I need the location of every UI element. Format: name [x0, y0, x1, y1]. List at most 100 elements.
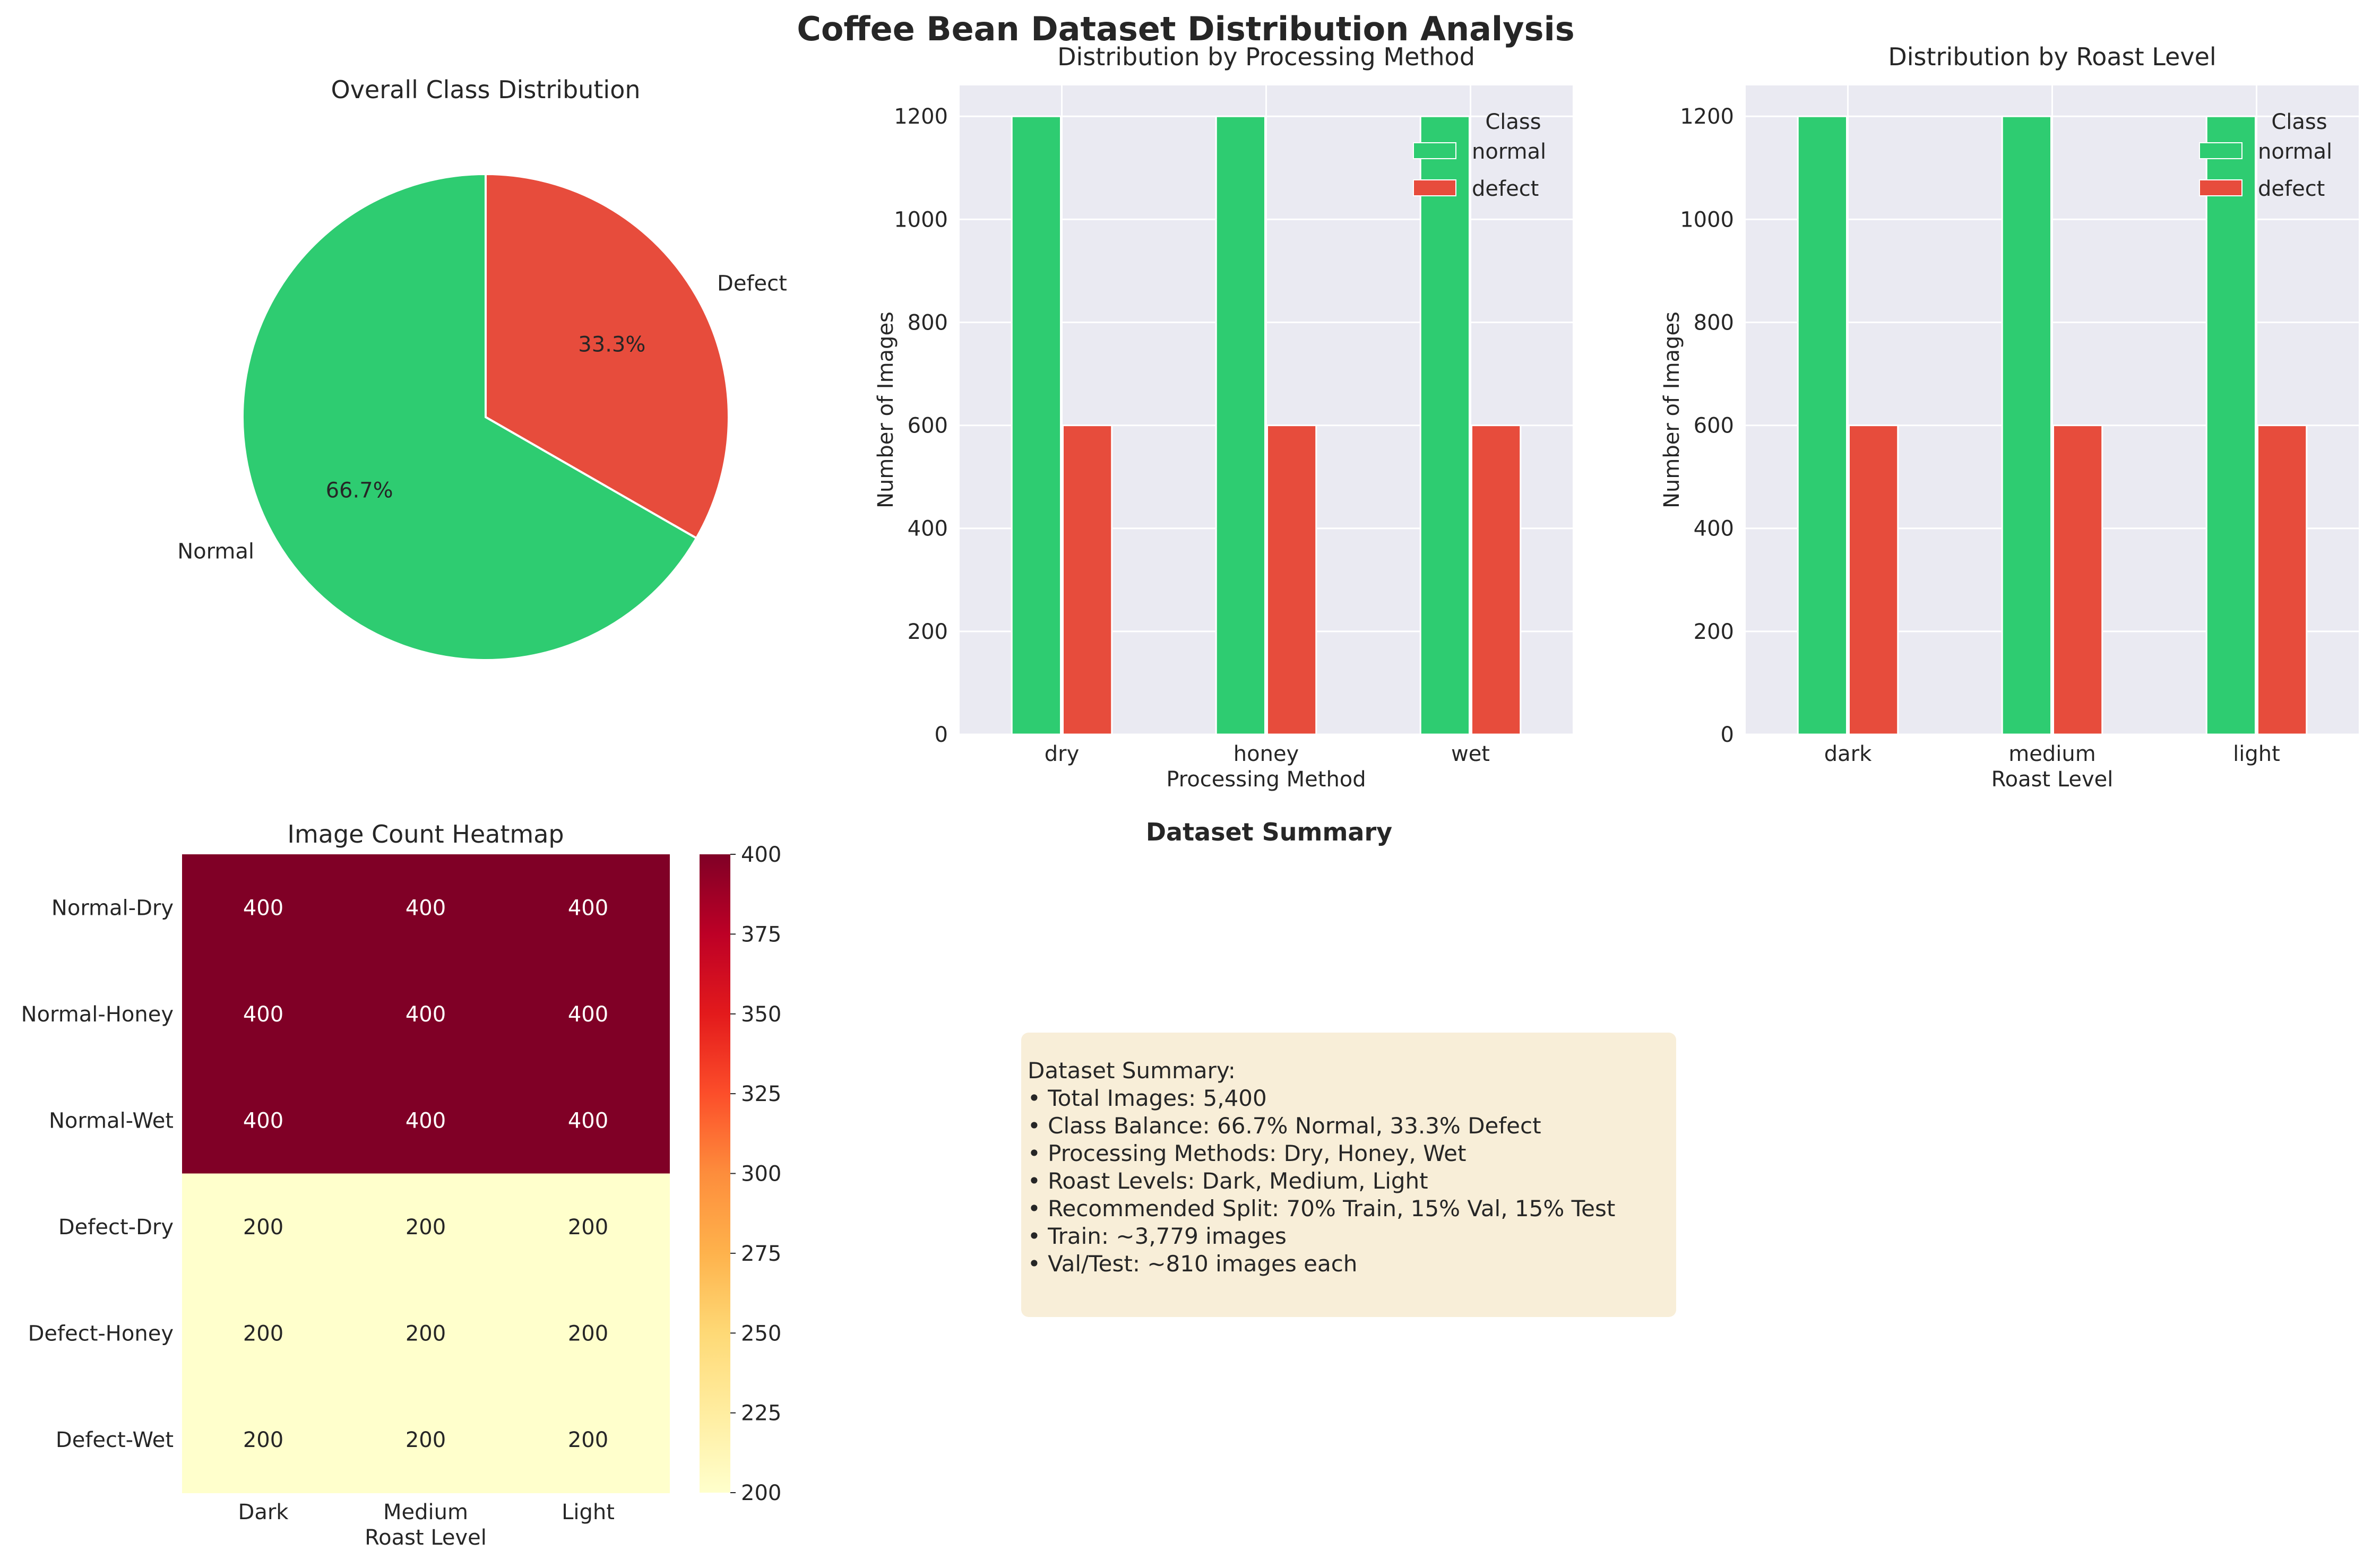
- legend-swatch-normal: [1413, 142, 1456, 159]
- legend-label-defect: defect: [1472, 177, 1539, 201]
- heatmap-row-label: Normal-Dry: [51, 896, 174, 920]
- pie-pct-normal: 66.7%: [326, 479, 393, 503]
- legend-swatch-defect: [2199, 179, 2242, 196]
- pie-label-defect: Defect: [717, 272, 787, 296]
- y-tick-label: 1000: [1680, 207, 1734, 232]
- pie-title: Overall Class Distribution: [331, 75, 640, 104]
- summary-line: • Val/Test: ~810 images each: [1028, 1251, 1358, 1277]
- summary-line: • Total Images: 5,400: [1028, 1085, 1267, 1111]
- bar-normal-light: [2205, 115, 2256, 735]
- heatmap-cell: [344, 1067, 507, 1174]
- heatmap-cell-value: 200: [243, 1428, 283, 1452]
- heatmap-cell: [344, 1386, 507, 1493]
- heatmap-cell-value: 200: [568, 1321, 608, 1346]
- heatmap-cell: [344, 1280, 507, 1387]
- y-tick-label: 600: [1694, 414, 1734, 438]
- colorbar-tick-label: 300: [741, 1162, 781, 1186]
- bar-normal-honey: [1215, 115, 1266, 735]
- heatmap-cell-value: 400: [243, 1002, 283, 1027]
- roast-level-bar-chart: 0 200 400 600 800 1000 1200 dark medium light Roas…: [1660, 42, 2359, 792]
- bar-defect-dry: [1062, 425, 1113, 735]
- heatmap-cell-value: 200: [406, 1428, 446, 1452]
- legend-swatch-defect: [1413, 179, 1456, 196]
- heatmap-cell-value: 200: [568, 1215, 608, 1240]
- heatmap-cell: [507, 854, 670, 961]
- bar-normal-wet: [1419, 115, 1470, 735]
- heatmap-cell: [182, 1386, 345, 1493]
- bar-defect-wet: [1471, 425, 1522, 735]
- x-tick-label: light: [2233, 742, 2280, 766]
- heatmap-cell-value: 400: [568, 1002, 608, 1027]
- heatmap-cell: [182, 854, 345, 961]
- heatmap-cell-value: 400: [568, 896, 608, 920]
- colorbar-tick-label: 225: [741, 1401, 781, 1426]
- legend-label-normal: normal: [1472, 140, 1546, 164]
- pie-chart-panel: Overall Class Distribution Normal 66.7% Def…: [177, 75, 787, 661]
- heatmap-cell: [182, 1173, 345, 1280]
- heatmap-cell-value: 200: [243, 1321, 283, 1346]
- colorbar-tick-label: 250: [741, 1321, 781, 1346]
- bar-defect-light: [2257, 425, 2308, 735]
- colorbar-tick-label: 350: [741, 1002, 781, 1027]
- heatmap-panel: Image Count Heatmap 400 400 400 Normal-Dry 40…: [21, 820, 782, 1550]
- y-tick-label: 400: [1694, 517, 1734, 541]
- colorbar-tick-label: 375: [741, 922, 781, 947]
- x-axis-label: Processing Method: [1166, 767, 1366, 792]
- heatmap-cell: [507, 1067, 670, 1174]
- heatmap-cell-value: 400: [406, 896, 446, 920]
- summary-line: • Train: ~3,779 images: [1028, 1223, 1287, 1249]
- colorbar-tick-label: 275: [741, 1242, 781, 1266]
- x-tick-label: honey: [1234, 742, 1299, 766]
- bar-normal-dry: [1011, 115, 1062, 735]
- legend-label-defect: defect: [2258, 177, 2325, 201]
- pie-slice-normal: [241, 172, 698, 661]
- heatmap-cell-value: 200: [406, 1215, 446, 1240]
- heatmap-title: Image Count Heatmap: [287, 820, 564, 848]
- y-tick-label: 0: [1721, 723, 1734, 747]
- heatmap-col-label: Dark: [238, 1500, 289, 1524]
- heatmap-cell-value: 400: [568, 1108, 608, 1133]
- pie-slice-defect: [485, 172, 730, 540]
- bar-chart-title: Distribution by Processing Method: [1057, 42, 1475, 71]
- heatmap-row-label: Defect-Honey: [28, 1321, 174, 1346]
- heatmap-cell-value: 400: [406, 1002, 446, 1027]
- y-tick-label: 1200: [894, 105, 948, 129]
- legend-label-normal: normal: [2258, 140, 2332, 164]
- heatmap-cell: [507, 1173, 670, 1280]
- figure-title: Coffee Bean Dataset Distribution Analysi…: [797, 10, 1574, 48]
- heatmap-cell-value: 200: [568, 1428, 608, 1452]
- heatmap-cell: [182, 960, 345, 1068]
- summary-line: • Recommended Split: 70% Train, 15% Val,…: [1028, 1196, 1616, 1222]
- heatmap-cell-value: 200: [243, 1215, 283, 1240]
- bar-normal-dark: [1797, 115, 1848, 735]
- legend-title: Class: [1485, 110, 1541, 134]
- heatmap-x-axis-label: Roast Level: [365, 1526, 487, 1550]
- summary-panel-title: Dataset Summary: [1146, 818, 1392, 846]
- heatmap-row-label: Defect-Dry: [58, 1215, 174, 1240]
- pie-pct-defect: 33.3%: [578, 332, 645, 357]
- heatmap-cell: [507, 1280, 670, 1387]
- y-axis-label: Number of Images: [874, 311, 898, 508]
- heatmap-cell-value: 400: [406, 1108, 446, 1133]
- heatmap-cell: [182, 1067, 345, 1174]
- summary-line: • Class Balance: 66.7% Normal, 33.3% Def…: [1028, 1113, 1541, 1139]
- legend-swatch-normal: [2199, 142, 2242, 159]
- y-tick-label: 400: [908, 517, 948, 541]
- summary-line: • Roast Levels: Dark, Medium, Light: [1028, 1168, 1428, 1194]
- heatmap-cell-value: 200: [406, 1321, 446, 1346]
- bar-normal-medium: [2001, 115, 2052, 735]
- heatmap-cell-value: 400: [243, 1108, 283, 1133]
- heatmap-cell: [344, 854, 507, 961]
- y-tick-label: 800: [1694, 310, 1734, 335]
- x-tick-label: dark: [1824, 742, 1872, 766]
- x-tick-label: dry: [1045, 742, 1080, 766]
- colorbar-tick-label: 200: [741, 1481, 781, 1505]
- bar-defect-dark: [1848, 425, 1899, 735]
- y-tick-label: 0: [935, 723, 948, 747]
- summary-box: Dataset Summary: • Total Images: 5,400 • C…: [1021, 1033, 1676, 1317]
- y-tick-label: 1200: [1680, 105, 1734, 129]
- heatmap-cell: [344, 960, 507, 1068]
- heatmap-row-label: Normal-Honey: [21, 1002, 174, 1027]
- processing-method-bar-chart: 0 200 400 600 800 1000 1200 dry honey wet Processi…: [874, 42, 1573, 792]
- y-tick-label: 200: [908, 620, 948, 644]
